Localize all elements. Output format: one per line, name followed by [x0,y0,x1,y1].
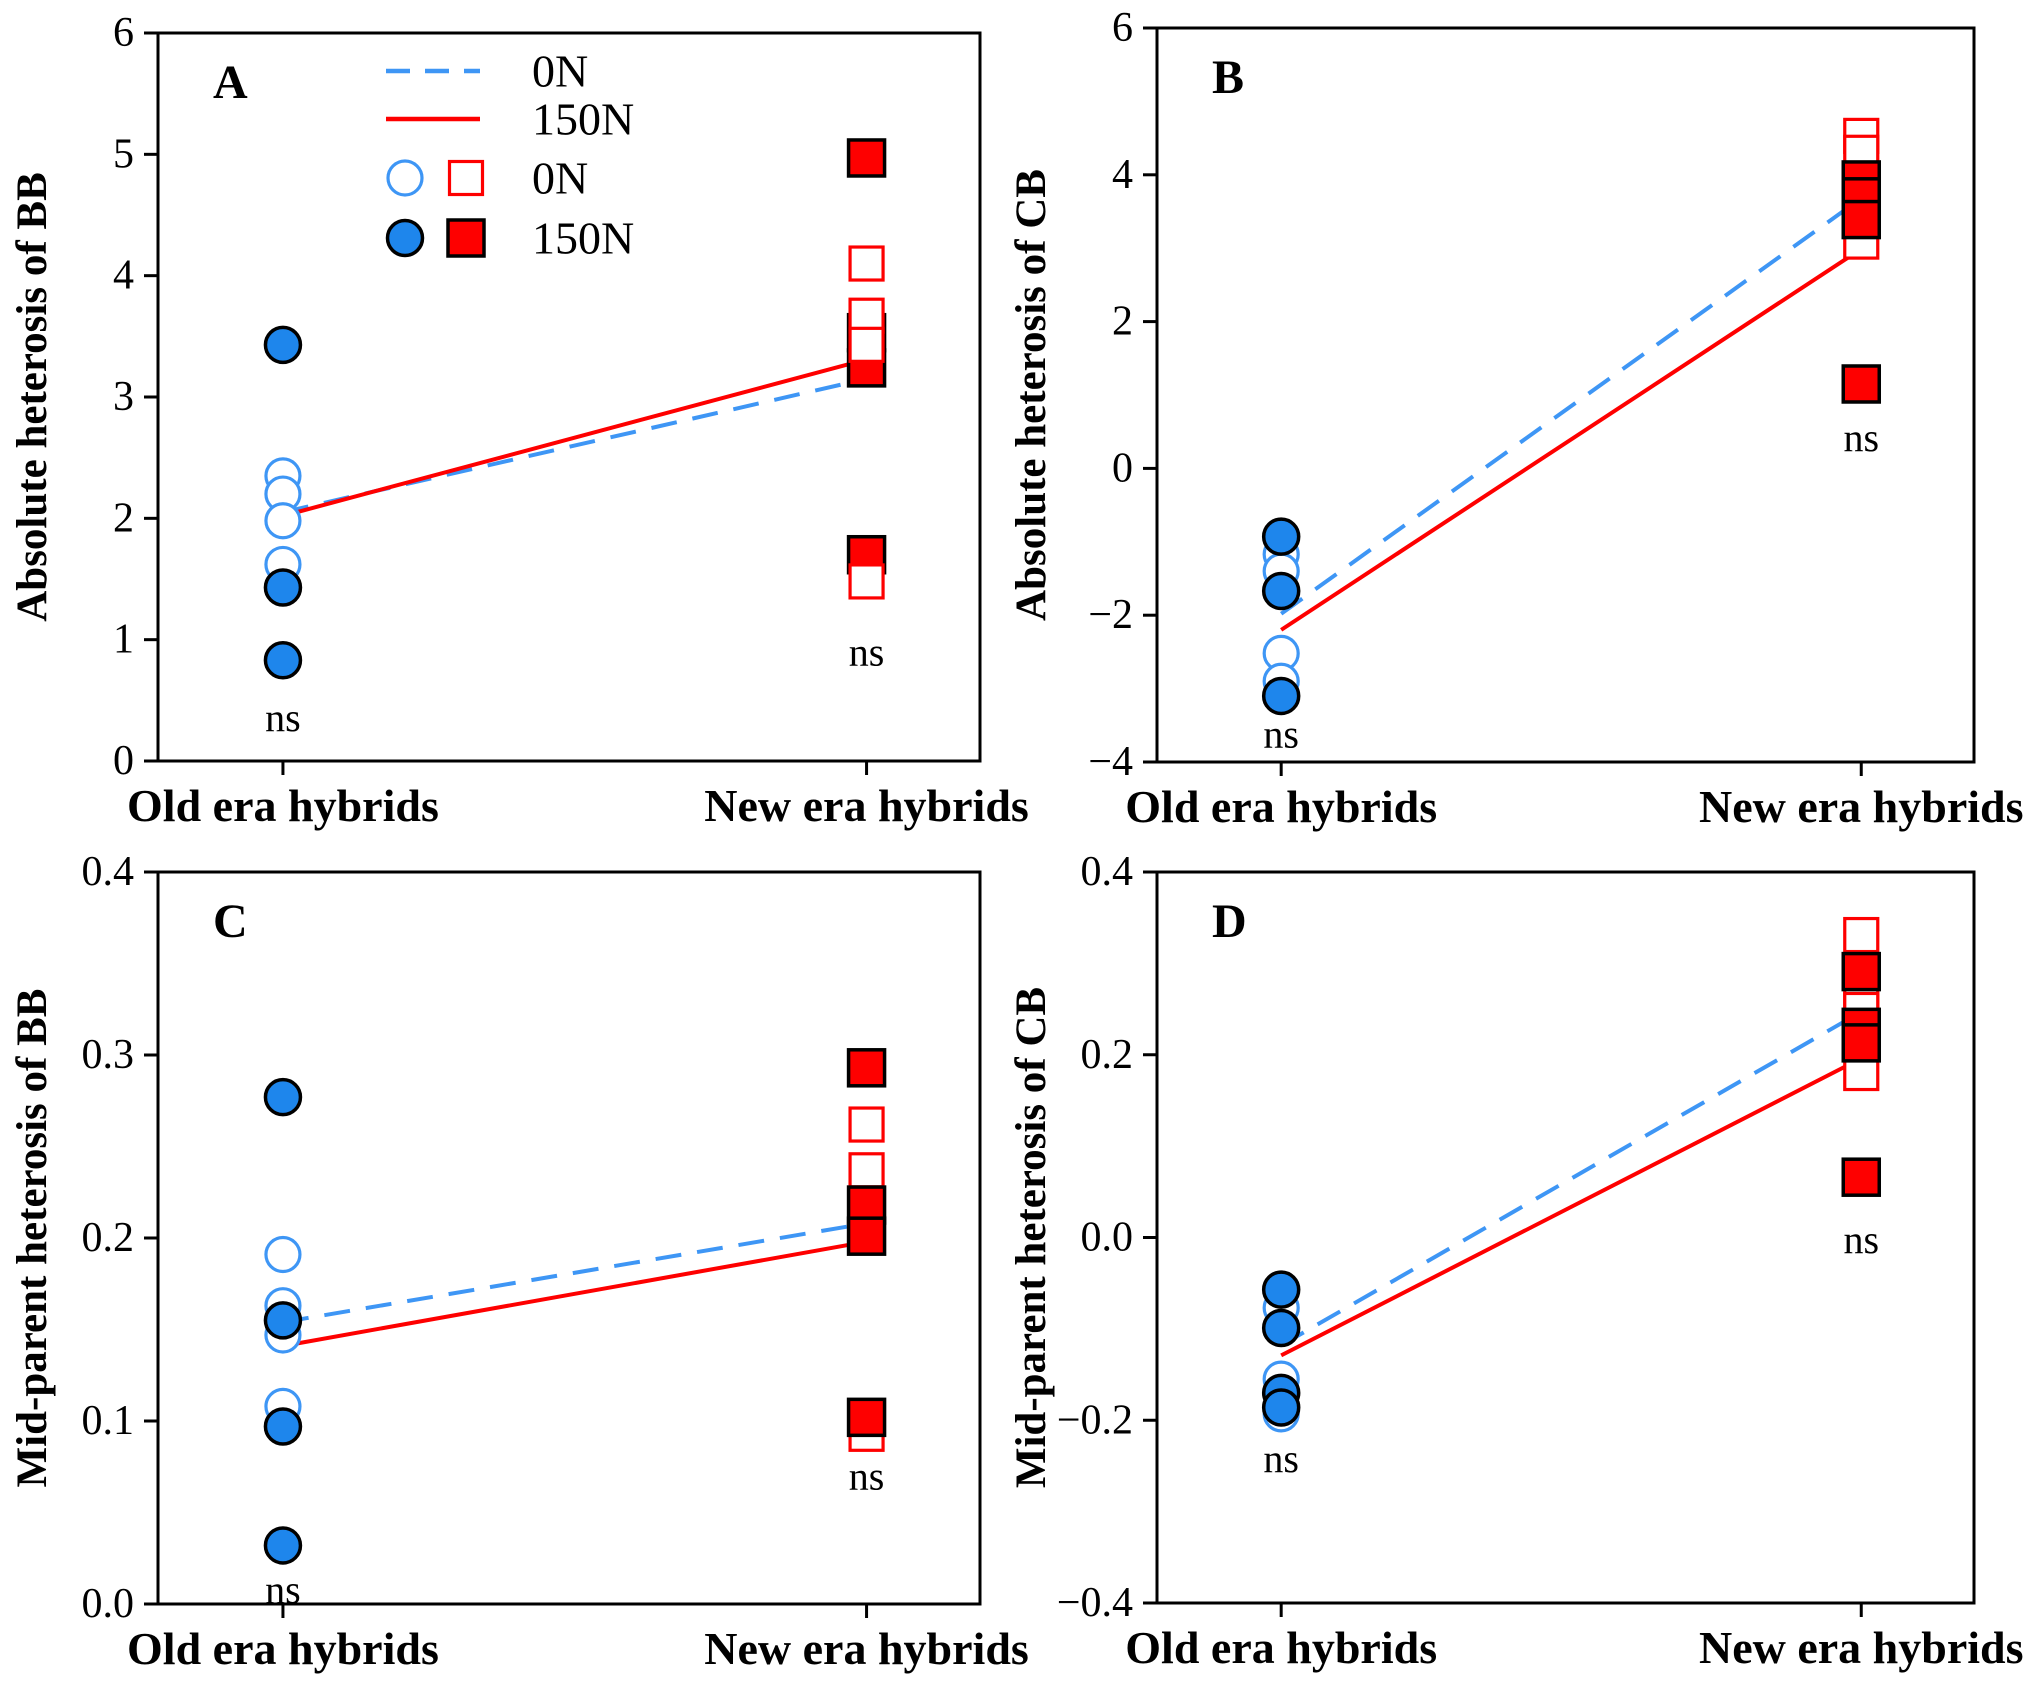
y-tick-label: 0.4 [1081,849,1134,895]
ns-annotation: ns [1843,415,1879,460]
legend-open-square-icon [447,159,485,197]
x-category-label: Old era hybrids [1125,1622,1437,1673]
y-axis-title: Mid-parent heterosis of BB [9,989,56,1488]
y-tick-label: 0.3 [82,1032,135,1078]
data-point-filled-square-150n [846,1397,887,1438]
legend-open-circle-icon [386,159,424,197]
y-tick-label: 0.0 [1081,1215,1134,1261]
panel-letter: B [1212,51,1244,104]
data-point-open-circle-0n [264,502,302,540]
trend-line-150n [282,1239,867,1348]
trend-line-0n [282,1221,867,1325]
data-point-filled-square-150n [1841,364,1882,404]
data-point-filled-circle-150n [263,1407,303,1446]
trend-line-0n [1280,196,1863,616]
trend-line-150n [282,357,868,518]
y-tick-label: 0 [1112,445,1133,491]
panel-D-midparent-heterosis-cb: −0.4 −0.2 0.0 0.2 0.4 Old era hybrids New era … [1008,849,2024,1673]
ns-annotation: ns [849,629,885,674]
data-point-filled-circle-150n [263,1077,303,1117]
y-tick-label: 0.2 [1081,1032,1134,1078]
panel-C-midparent-heterosis-bb: 0.0 0.1 0.2 0.3 0.4 Old era hybrids New era hy… [9,849,1029,1674]
ns-annotation: ns [265,1567,301,1612]
legend-filled-circle-icon [385,218,425,258]
data-point-open-circle-0n [264,1235,302,1274]
data-point-filled-circle-150n [263,641,303,680]
data-point-filled-circle-150n [1261,517,1301,556]
y-tick-label: 0.0 [82,1581,135,1627]
y-tick-label: 0.4 [82,849,135,895]
trend-line-150n [1280,247,1863,632]
y-axis-title: Absolute heterosis of CB [1008,169,1055,621]
legend-label: 0N [532,46,588,97]
panel-A-absolute-heterosis-bb: 0 1 2 3 4 5 6 Old era hybrids New era hybrids Abs… [9,10,1029,831]
y-tick-label: 6 [1112,5,1133,51]
x-category-label: Old era hybrids [1125,781,1437,832]
y-tick-label: 2 [113,495,134,541]
y-tick-label: 0.2 [82,1215,135,1261]
data-point-filled-circle-150n [263,568,303,607]
ns-annotation: ns [265,695,301,740]
x-category-label: Old era hybrids [127,1623,439,1674]
y-tick-label: 0.1 [82,1398,135,1444]
x-category-label: New era hybrids [704,780,1029,831]
data-point-filled-square-150n [1841,199,1882,240]
y-tick-label: 3 [113,374,134,420]
data-point-open-square-0n [1843,916,1880,954]
trend-line-0n [1280,1010,1863,1348]
data-point-filled-circle-150n [263,325,303,365]
ns-annotation: ns [1843,1217,1879,1262]
legend-label: 150N [532,94,634,145]
data-point-filled-square-150n [1841,1023,1882,1063]
legend-label: 150N [532,213,634,264]
y-axis-title: Absolute heterosis of BB [9,172,56,622]
y-tick-label: 5 [113,131,134,177]
data-point-open-square-0n [848,1152,885,1189]
data-point-filled-circle-150n [1261,676,1301,716]
data-point-open-square-0n [848,245,885,282]
data-point-open-square-0n [848,1106,885,1143]
y-tick-label: −0.4 [1057,1580,1133,1626]
data-point-open-square-0n [848,326,885,363]
ns-annotation: ns [1263,1436,1299,1481]
data-point-filled-circle-150n [1261,1388,1301,1427]
x-category-label: New era hybrids [1699,1622,2024,1673]
y-tick-label: 1 [113,617,134,663]
data-point-filled-square-150n [846,138,887,178]
data-point-filled-square-150n [1841,1157,1882,1197]
data-point-filled-circle-150n [1261,1308,1301,1348]
legend-label: 0N [532,153,588,204]
y-tick-label: −0.2 [1057,1397,1133,1443]
panel-letter: D [1212,895,1247,948]
y-tick-label: 6 [113,10,134,56]
data-point-filled-circle-150n [263,1526,303,1565]
data-point-filled-square-150n [846,1216,887,1256]
y-tick-label: 2 [1112,299,1133,345]
y-tick-label: 4 [1112,152,1133,198]
panel-letter: A [213,56,248,109]
panel-B-absolute-heterosis-cb: −4 −2 0 2 4 6 Old era hybrids New era hybrids Ab… [1008,5,2024,832]
y-tick-label: 0 [113,738,134,784]
plot-border [1155,26,1976,764]
data-point-filled-square-150n [846,1048,887,1088]
ns-annotation: ns [1263,712,1299,757]
y-tick-label: −4 [1088,739,1133,785]
x-category-label: New era hybrids [1699,781,2024,832]
data-point-filled-circle-150n [1261,1270,1301,1309]
data-point-open-square-0n [848,563,885,600]
trend-line-150n [1280,1056,1863,1358]
x-category-label: Old era hybrids [127,780,439,831]
y-tick-label: 4 [113,253,134,299]
legend-filled-square-icon [446,218,486,258]
data-point-filled-circle-150n [1261,571,1301,611]
y-tick-label: −2 [1088,592,1133,638]
y-axis-title: Mid-parent heterosis of CB [1008,987,1055,1488]
panel-letter: C [213,895,248,948]
data-point-filled-square-150n [1841,951,1882,992]
ns-annotation: ns [849,1453,885,1498]
data-point-filled-circle-150n [263,1301,303,1340]
x-category-label: New era hybrids [704,1623,1029,1674]
